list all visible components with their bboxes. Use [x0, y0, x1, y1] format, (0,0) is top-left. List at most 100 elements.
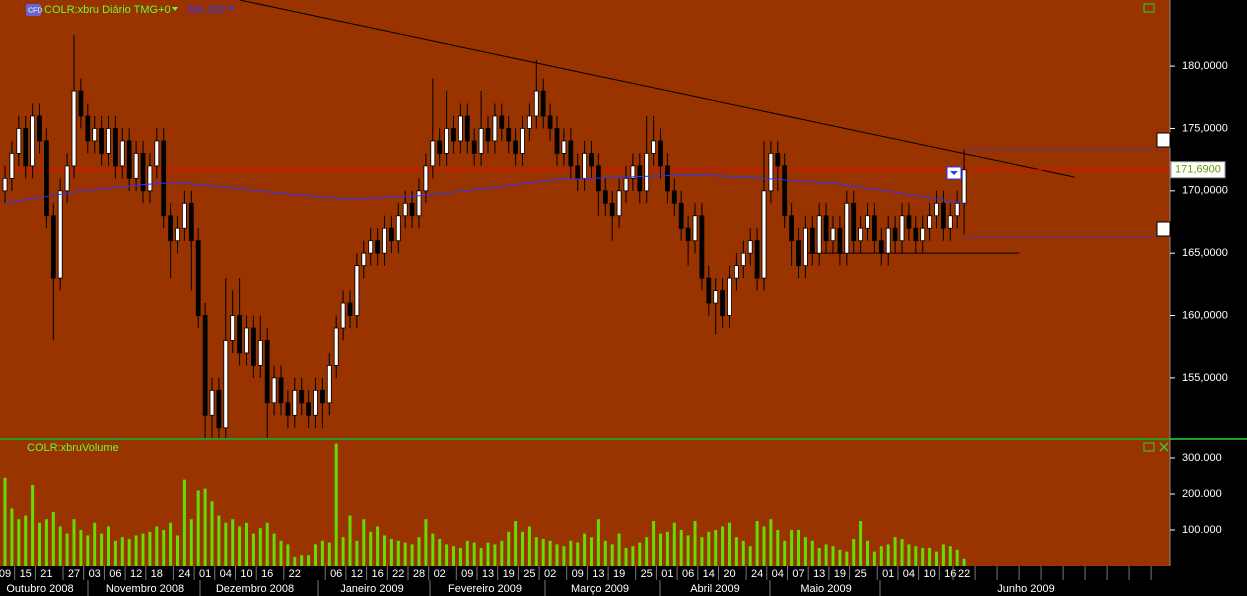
candle-body — [858, 227, 863, 242]
volume-bar — [169, 522, 173, 566]
date-label: 09 — [461, 568, 473, 580]
candle-body — [568, 140, 574, 167]
date-label: 03 — [89, 568, 101, 580]
volume-bar — [307, 555, 311, 566]
candle-body — [844, 202, 850, 254]
candle-body — [699, 215, 705, 279]
candle-body — [340, 302, 346, 329]
volume-bar — [224, 522, 228, 566]
volume-bar — [334, 443, 338, 566]
candle-body — [168, 215, 174, 242]
date-label: 06 — [682, 568, 694, 580]
range-handle[interactable] — [1156, 221, 1171, 237]
volume-bar — [769, 519, 773, 566]
date-label: 19 — [503, 568, 515, 580]
date-label: 07 — [792, 568, 804, 580]
candle-body — [409, 202, 415, 217]
volume-bar — [590, 537, 593, 566]
maximize-button[interactable] — [1143, 3, 1155, 13]
candle-body — [609, 202, 615, 217]
date-label: 16 — [944, 568, 956, 580]
volume-bar — [327, 542, 331, 566]
candle-body — [292, 389, 298, 416]
candle-body — [50, 215, 56, 279]
volume-bar — [576, 542, 580, 566]
volume-bar — [797, 530, 800, 566]
date-label: 22 — [392, 568, 404, 580]
volume-bar — [279, 540, 283, 566]
volume-title: COLR:xbruVolume — [27, 442, 119, 454]
candle-body — [278, 377, 284, 404]
volume-bar — [113, 540, 117, 566]
candle-body — [423, 165, 429, 192]
dropdown-arrow[interactable] — [172, 7, 178, 11]
volume-bar — [458, 548, 462, 566]
volume-bar — [438, 539, 442, 566]
candle-body — [623, 177, 629, 192]
maximize-button[interactable] — [1143, 442, 1155, 452]
date-axis — [0, 566, 1170, 580]
date-label: 13 — [592, 568, 604, 580]
volume-bar — [603, 540, 607, 566]
volume-bar — [810, 540, 814, 566]
volume-bar — [755, 521, 759, 566]
candle-body — [195, 240, 201, 316]
volume-bar — [51, 512, 55, 566]
range-handle[interactable] — [1156, 132, 1171, 148]
moving-average-line — [4, 174, 965, 204]
dropdown-arrow[interactable] — [228, 7, 234, 11]
y-tick-label: 160,0000 — [1182, 309, 1228, 321]
volume-bar — [265, 522, 269, 566]
candle-body — [658, 140, 663, 167]
candle-body — [299, 389, 305, 404]
volume-bar — [148, 531, 152, 566]
date-label: 10 — [923, 568, 935, 580]
volume-bar — [693, 521, 697, 566]
candle-body — [382, 227, 387, 254]
cfd-icon[interactable] — [26, 4, 41, 16]
candle-body — [492, 115, 498, 142]
candle-body — [513, 140, 518, 154]
candle-body — [230, 315, 236, 341]
date-label: 12 — [351, 568, 363, 580]
volume-bar — [176, 535, 179, 566]
candle-body — [368, 240, 374, 254]
candle-body — [899, 215, 905, 242]
volume-bar — [679, 530, 683, 566]
candle-body — [44, 140, 49, 217]
candle-body — [809, 227, 815, 254]
volume-bar — [293, 557, 297, 566]
candle-body — [78, 90, 84, 117]
date-label: 18 — [151, 568, 163, 580]
candle-body — [830, 227, 836, 242]
volume-bar — [665, 531, 669, 566]
candle-body — [665, 165, 670, 192]
volume-bar — [231, 519, 235, 566]
candle-body — [616, 190, 622, 217]
volume-bar — [452, 546, 455, 566]
volume-bar — [65, 533, 69, 566]
date-label: 02 — [544, 568, 556, 580]
date-label: 22 — [958, 568, 970, 580]
candle-body — [464, 115, 470, 142]
volume-bar — [182, 479, 186, 566]
candle-body — [740, 252, 746, 267]
date-label: 20 — [723, 568, 735, 580]
volume-bar — [141, 533, 145, 566]
volume-bar — [948, 546, 952, 566]
indicator-title[interactable]: MA 200 — [188, 4, 225, 16]
volume-bar — [659, 533, 662, 566]
volume-bar — [100, 533, 104, 566]
volume-bar — [341, 537, 345, 566]
candle-body — [126, 140, 132, 179]
symbol-title[interactable]: COLR:xbru Diário TMG+0 — [44, 4, 171, 16]
date-label: 25 — [854, 568, 866, 580]
candle-body — [727, 277, 732, 316]
candle-body — [782, 165, 788, 217]
volume-bar — [672, 522, 676, 566]
candle-body — [816, 215, 822, 254]
candle-body — [223, 340, 229, 429]
candle-body — [533, 90, 539, 117]
volume-bar — [596, 519, 600, 566]
close-button[interactable] — [1159, 442, 1169, 452]
